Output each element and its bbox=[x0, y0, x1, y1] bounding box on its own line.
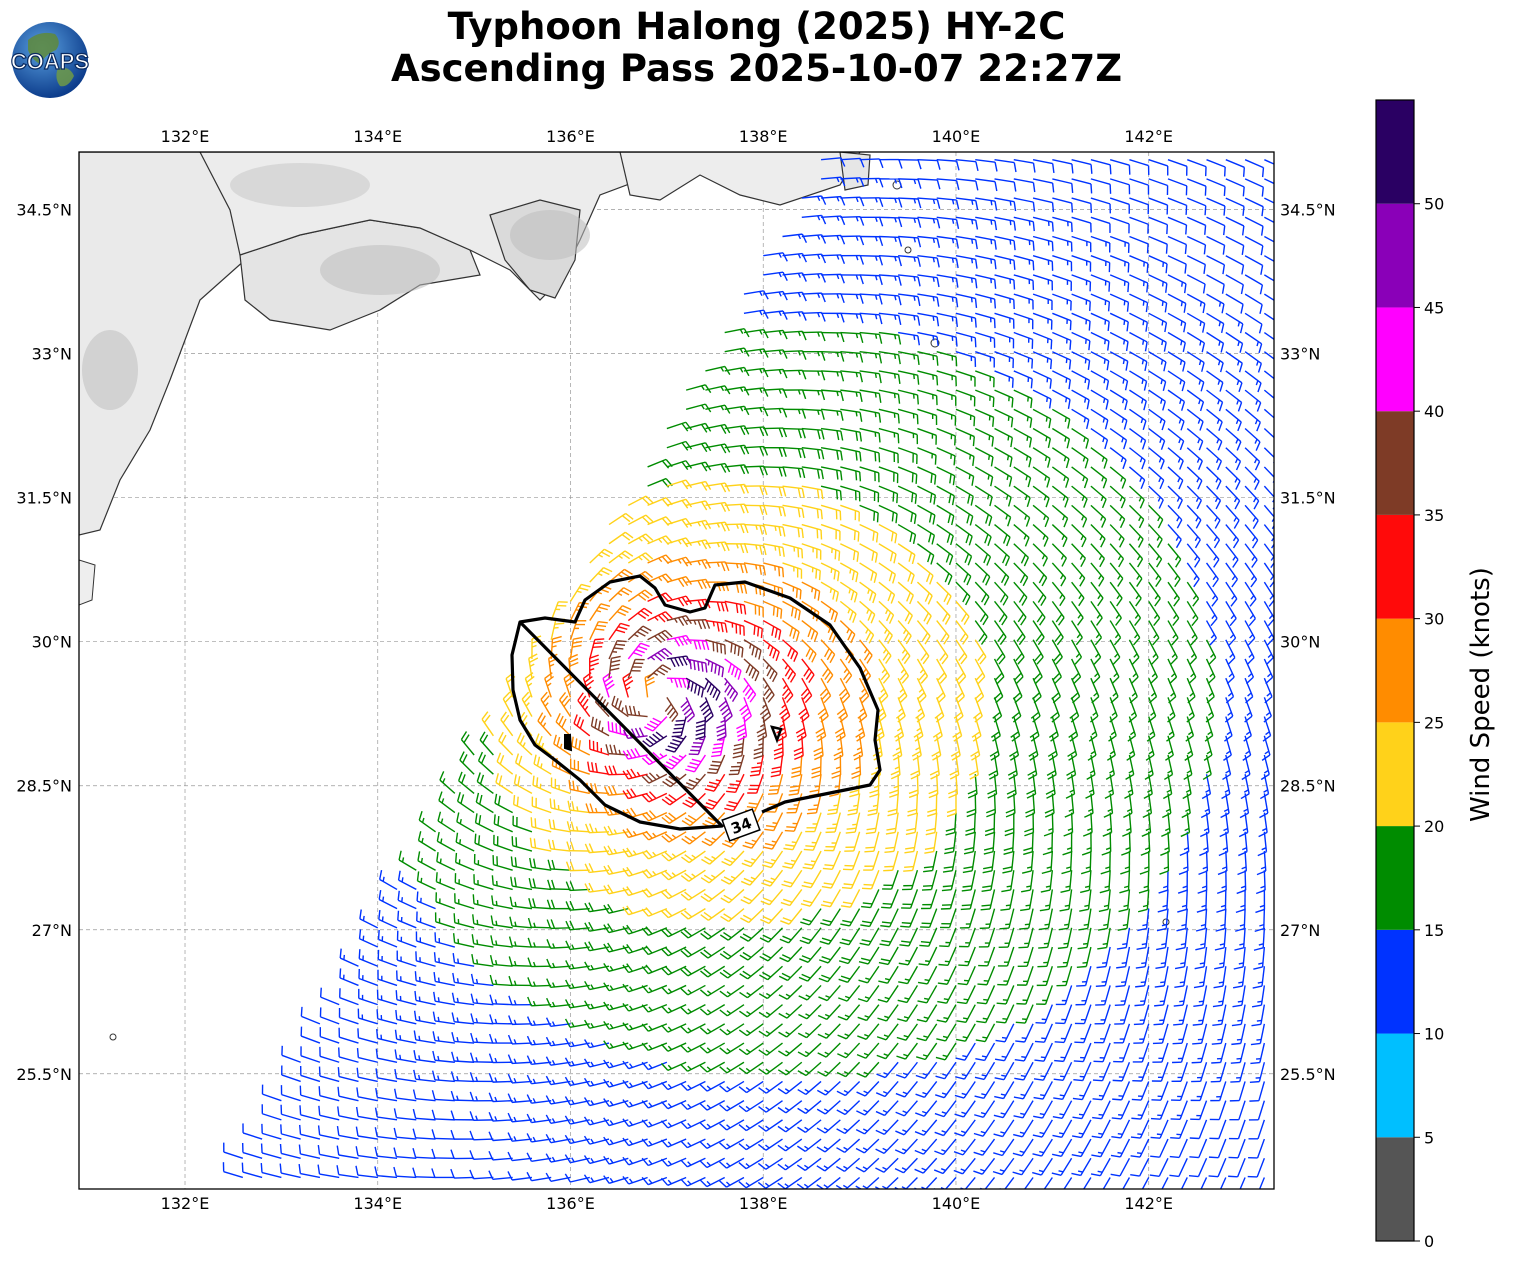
colorbar-bin-1 bbox=[1376, 1034, 1414, 1138]
colorbar-tick-label-2: 10 bbox=[1424, 1025, 1444, 1044]
colorbar-tick-label-9: 45 bbox=[1424, 298, 1444, 317]
colorbar-bin-0 bbox=[1376, 1137, 1414, 1241]
colorbar-label: Wind Speed (knots) bbox=[1466, 567, 1496, 822]
colorbar-bin-6 bbox=[1376, 515, 1414, 619]
colorbar-tick-label-4: 20 bbox=[1424, 817, 1444, 836]
colorbar-bin-8 bbox=[1376, 307, 1414, 411]
colorbar-bin-2 bbox=[1376, 930, 1414, 1034]
colorbar-bins bbox=[1376, 100, 1414, 1241]
colorbar-bin-9 bbox=[1376, 204, 1414, 308]
colorbar-bin-10 bbox=[1376, 100, 1414, 204]
colorbar-tick-label-7: 35 bbox=[1424, 506, 1444, 525]
colorbar-bin-3 bbox=[1376, 826, 1414, 930]
colorbar-tick-label-3: 15 bbox=[1424, 921, 1444, 940]
colorbar-ticks: 0 5 10 15 20 25 30 35 40 45 50 bbox=[1414, 195, 1444, 1251]
colorbar-bin-7 bbox=[1376, 411, 1414, 515]
colorbar-bin-5 bbox=[1376, 619, 1414, 723]
colorbar-bin-4 bbox=[1376, 722, 1414, 826]
colorbar-tick-label-0: 0 bbox=[1424, 1232, 1434, 1251]
colorbar-tick-label-1: 5 bbox=[1424, 1128, 1434, 1147]
colorbar-tick-label-6: 30 bbox=[1424, 610, 1444, 629]
colorbar-tick-label-10: 50 bbox=[1424, 195, 1444, 214]
colorbar-tick-label-5: 25 bbox=[1424, 713, 1444, 732]
colorbar-tick-label-8: 40 bbox=[1424, 402, 1444, 421]
